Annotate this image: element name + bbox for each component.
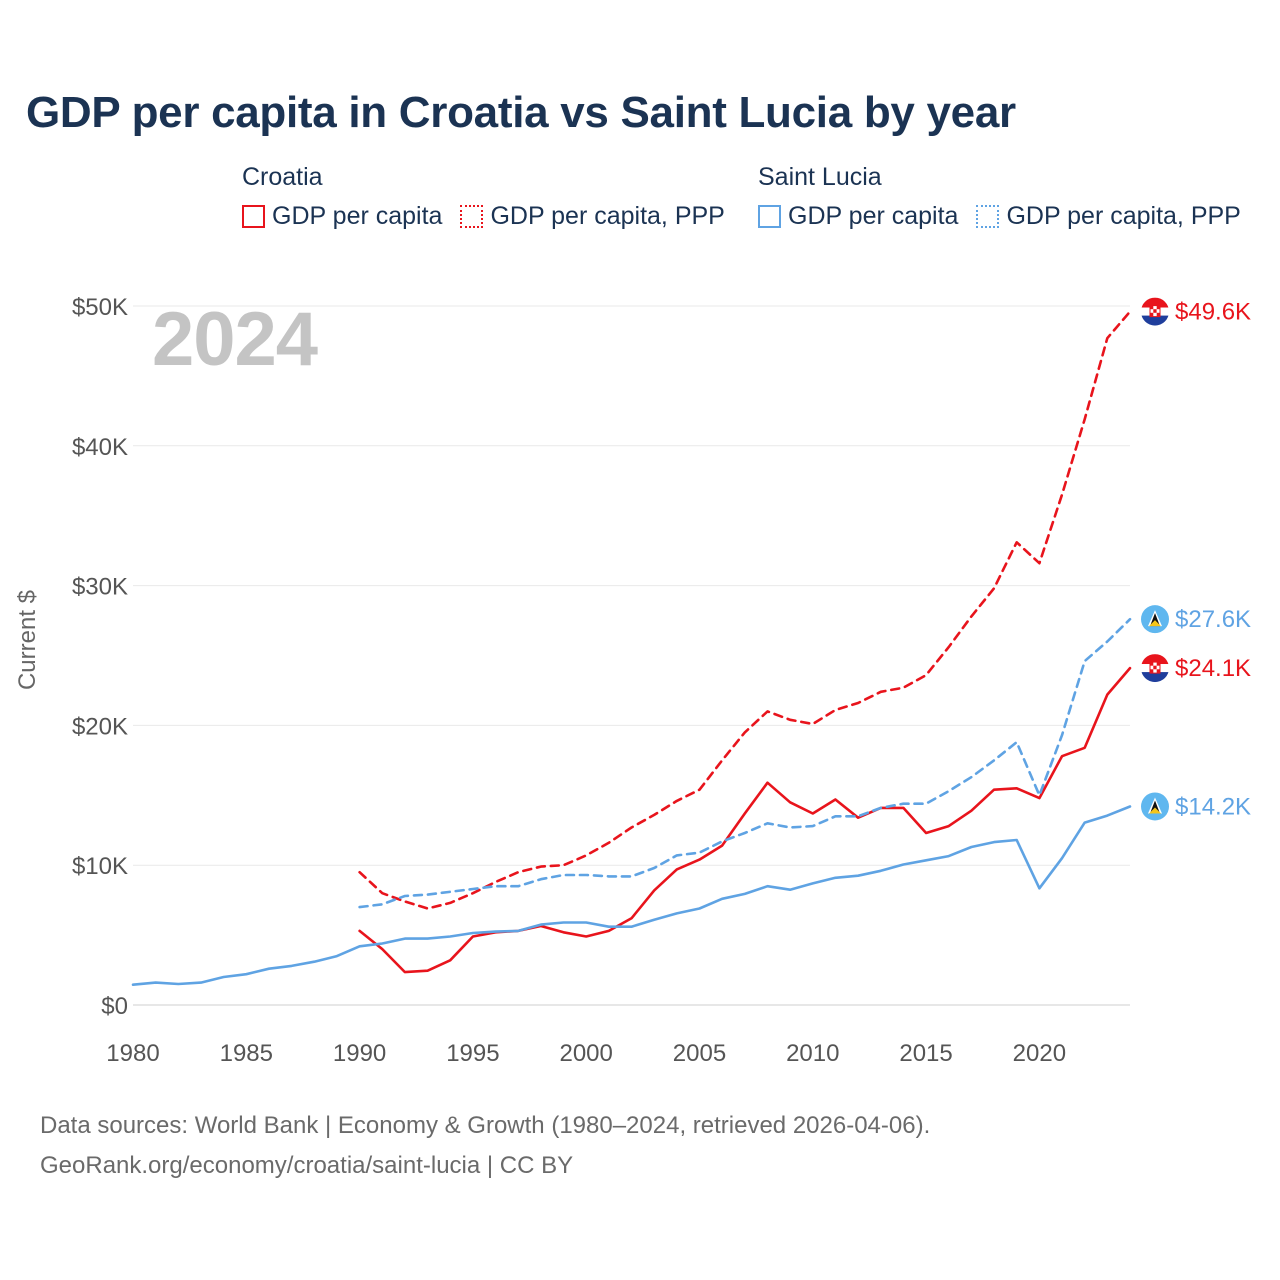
legend-item-label: GDP per capita [788,202,959,230]
legend-swatch-solid-red [242,205,265,228]
legend-item-croatia-gdp-ppp[interactable]: GDP per capita, PPP [460,202,725,231]
x-tick-label: 2020 [1013,1040,1066,1067]
x-tick-label: 2000 [559,1040,612,1067]
end-value-label: $27.6K [1175,606,1251,633]
legend-group-label: Croatia [242,163,323,191]
legend-item-saint-lucia-gdp-ppp[interactable]: GDP per capita, PPP [976,202,1241,231]
croatia-flag-icon [1141,297,1169,326]
legend-swatch-dotted-blue [976,205,1000,228]
legend-group-label: Saint Lucia [758,163,882,191]
series-line-3 [358,617,1132,909]
y-tick-label: $30K [72,574,128,601]
legend-item-label: GDP per capita, PPP [1006,202,1241,230]
legend-group-croatia: Croatia GDP per capita GDP per capita, P… [242,160,743,231]
croatia-flag-icon [1141,654,1169,683]
x-tick-label: 1985 [220,1040,273,1067]
x-tick-label: 2005 [673,1040,726,1067]
x-tick-label: 1995 [446,1040,499,1067]
x-tick-label: 2015 [899,1040,952,1067]
saint-lucia-flag-icon [1141,605,1169,634]
end-value-label: $14.2K [1175,793,1251,820]
legend-item-label: GDP per capita, PPP [490,202,725,230]
end-value-label: $24.1K [1175,655,1251,682]
y-tick-label: $20K [72,713,128,740]
legend-item-croatia-gdp[interactable]: GDP per capita [242,202,442,231]
y-tick-label: $50K [72,294,128,321]
series-line-2 [131,805,1132,987]
footer-sources: Data sources: World Bank | Economy & Gro… [40,1112,931,1139]
y-tick-label: $0 [101,993,128,1020]
legend-group-saint-lucia: Saint Lucia GDP per capita GDP per capit… [758,160,1259,231]
chart-title: GDP per capita in Croatia vs Saint Lucia… [26,88,1016,137]
legend-swatch-solid-blue [758,205,781,228]
year-watermark: 2024 [152,297,318,382]
y-tick-label: $40K [72,434,128,461]
series-line-0 [358,666,1132,974]
legend-item-saint-lucia-gdp[interactable]: GDP per capita [758,202,958,231]
end-value-label: $49.6K [1175,299,1251,326]
saint-lucia-flag-icon [1141,792,1169,821]
x-tick-label: 2010 [786,1040,839,1067]
footer: Data sources: World Bank | Economy & Gro… [40,1106,930,1186]
legend-swatch-dotted-red [460,205,484,228]
y-tick-label: $10K [72,853,128,880]
legend-item-label: GDP per capita [272,202,443,230]
x-tick-label: 1980 [106,1040,159,1067]
series-line-1 [358,310,1132,910]
footer-link[interactable]: GeoRank.org/economy/croatia/saint-lucia … [40,1152,574,1179]
x-tick-label: 1990 [333,1040,386,1067]
